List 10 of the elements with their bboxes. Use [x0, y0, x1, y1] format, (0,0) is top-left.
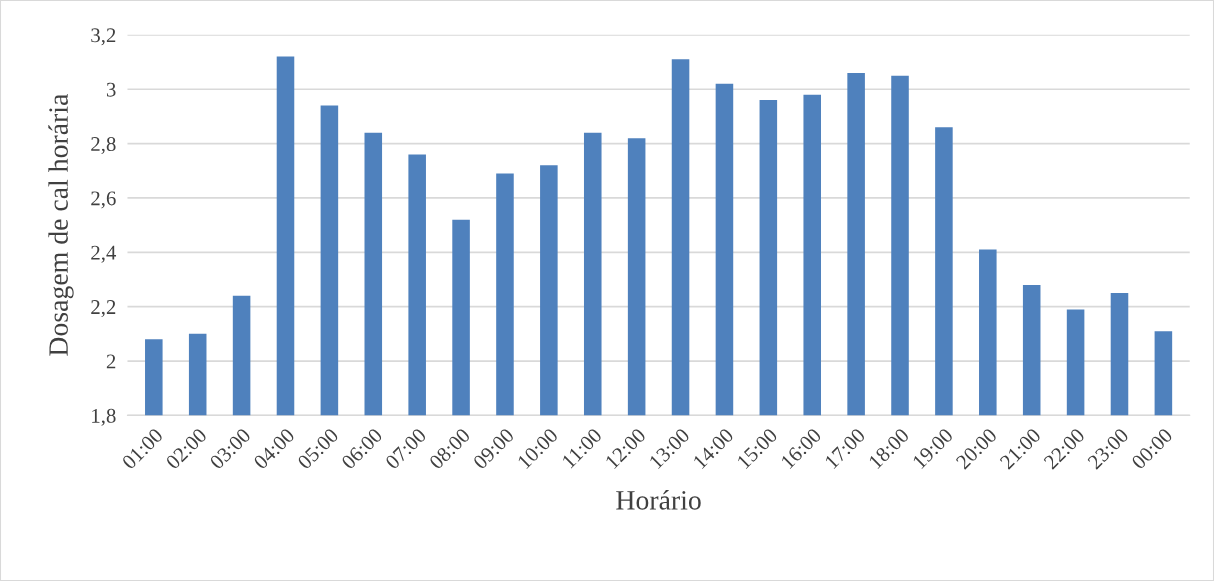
y-tick-label: 2,2 — [91, 300, 116, 318]
y-tick-label: 3,2 — [91, 28, 116, 46]
y-tick-label: 2 — [106, 354, 116, 369]
y-tick-label: 2,4 — [91, 245, 117, 263]
y-tick-label: 3 — [106, 82, 116, 97]
y-axis-title: Dosagem de cal horária — [48, 94, 74, 356]
x-axis-title: Horário — [616, 490, 701, 510]
y-tick-label: 1,8 — [92, 408, 116, 426]
y-tick-label: 2,6 — [91, 191, 116, 209]
y-tick-label: 2,8 — [91, 136, 116, 155]
